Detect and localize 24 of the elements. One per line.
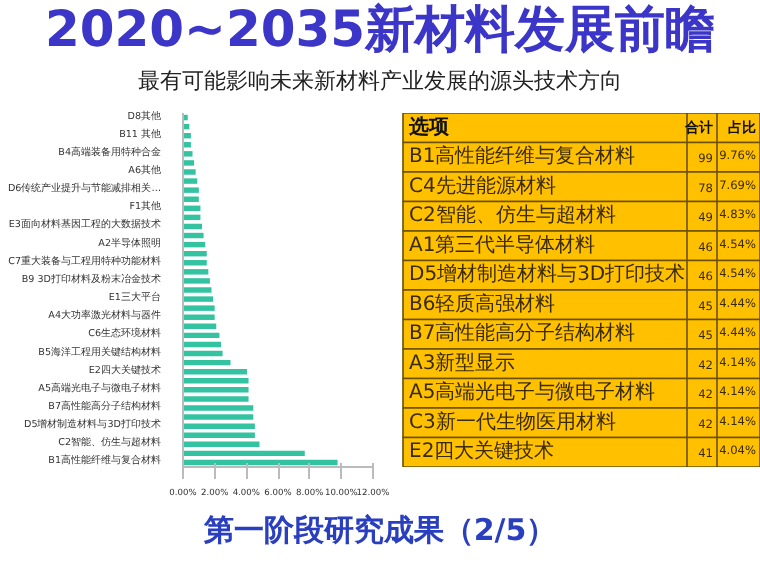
category-label: D5增材制造材料与3D打印技术 [409,262,686,287]
category-label: A1第三代半导体材料 [409,232,596,257]
category-label: A3新型显示 [409,350,516,375]
text: 第一阶段研究成果（2/5） [203,510,557,552]
category-label: A5高端光电子与微电子材料 [409,380,656,405]
chart-title: 2020~2035新材料发展前瞻 [44,0,716,60]
category-label: C2智能、仿生与超材料 [409,203,616,228]
bar [183,441,260,448]
bar [183,378,249,384]
text: 选项 [407,114,451,139]
bar [183,450,305,457]
bar [183,459,338,466]
category-label: B6轻质高强材料 [409,291,556,316]
chart-subtitle: 最有可能影响未来新材料产业发展的源头技术方向 [138,66,622,98]
category-label: C4先进能源材料 [409,173,556,198]
bar [183,368,247,375]
bar [183,350,223,357]
category-label: C3新一代生物医用材料 [409,409,616,434]
bar [183,359,231,366]
bar [183,432,255,438]
bar [183,314,215,320]
category-label: E2四大关键技术 [409,439,555,464]
category-label: B7高性能高分子结构材料 [409,321,636,346]
category-label: B1高性能纤维与复合材料 [409,144,636,169]
